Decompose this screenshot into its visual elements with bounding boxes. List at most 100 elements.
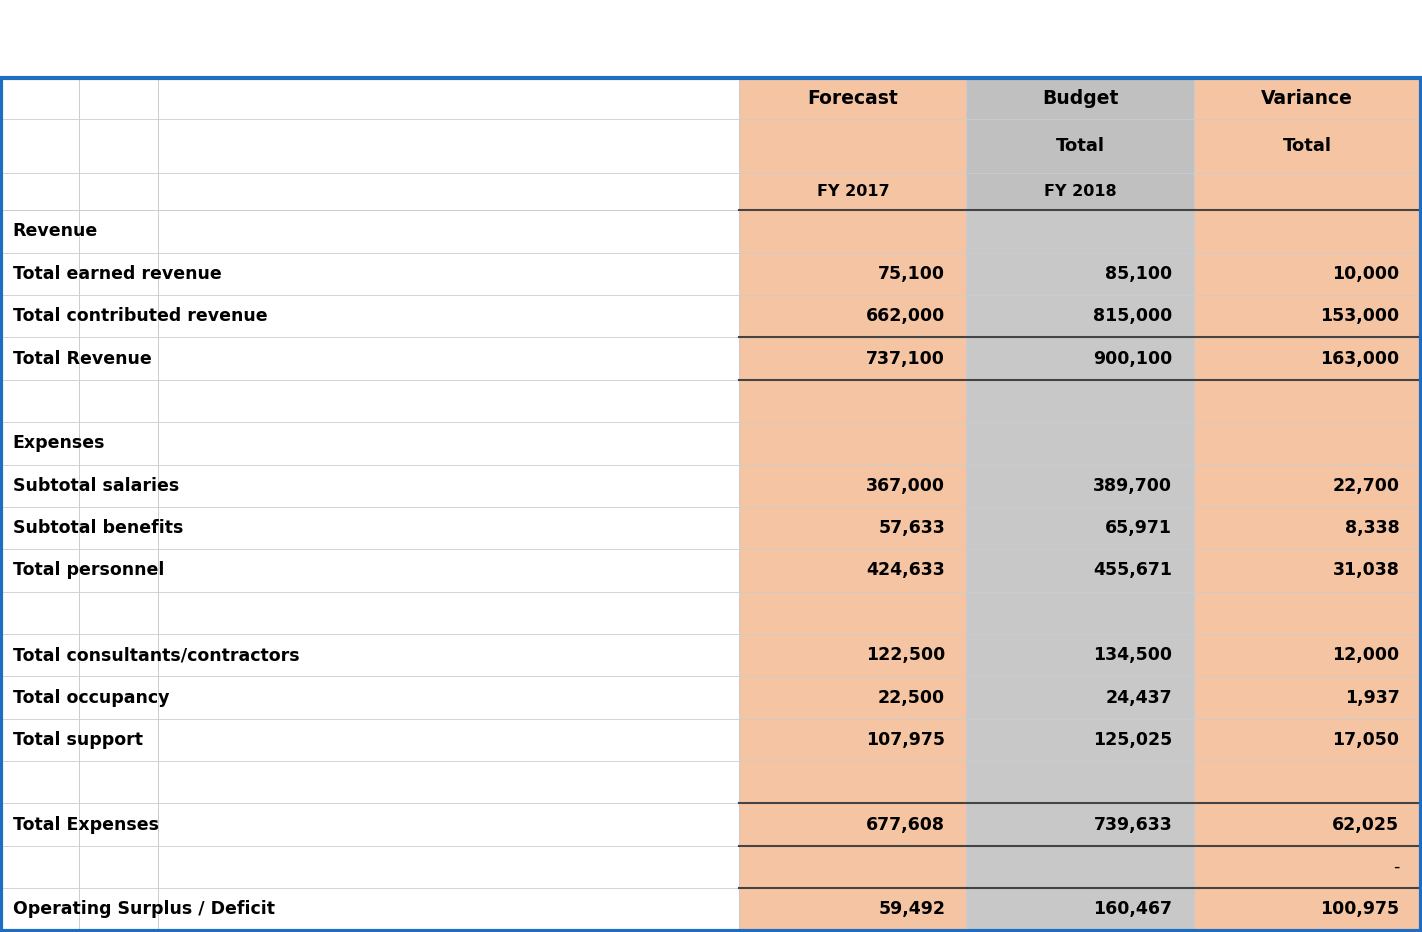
Bar xyxy=(1,888,739,931)
Bar xyxy=(739,549,967,592)
Text: Total contributed revenue: Total contributed revenue xyxy=(13,308,267,325)
Bar xyxy=(1193,253,1421,295)
Bar xyxy=(1193,464,1421,507)
Text: Total Expenses: Total Expenses xyxy=(13,816,159,834)
Text: 24,437: 24,437 xyxy=(1106,689,1172,706)
Text: 75,100: 75,100 xyxy=(879,265,946,282)
Bar xyxy=(739,295,967,337)
Bar xyxy=(739,634,967,677)
Text: Total: Total xyxy=(1283,137,1331,155)
Text: Revenue: Revenue xyxy=(13,223,98,240)
Text: 367,000: 367,000 xyxy=(866,476,946,495)
Bar xyxy=(1,0,739,119)
Bar xyxy=(1193,507,1421,549)
Bar xyxy=(739,172,967,211)
Bar xyxy=(1,761,739,803)
Bar xyxy=(739,592,967,634)
Text: 12,000: 12,000 xyxy=(1332,646,1399,665)
Bar xyxy=(967,78,1193,119)
Text: 153,000: 153,000 xyxy=(1320,308,1399,325)
Bar xyxy=(1,337,739,379)
Bar xyxy=(739,253,967,295)
Bar xyxy=(967,253,1193,295)
Bar xyxy=(967,464,1193,507)
Bar xyxy=(1193,634,1421,677)
Bar xyxy=(1193,295,1421,337)
Text: 163,000: 163,000 xyxy=(1320,350,1399,367)
Text: 125,025: 125,025 xyxy=(1094,731,1172,749)
Bar xyxy=(739,761,967,803)
Bar xyxy=(1,634,739,677)
Bar xyxy=(967,337,1193,379)
Text: Total support: Total support xyxy=(13,731,142,749)
Text: FY 2017: FY 2017 xyxy=(816,184,889,199)
Text: Total earned revenue: Total earned revenue xyxy=(13,265,222,282)
Text: 134,500: 134,500 xyxy=(1094,646,1172,665)
Bar xyxy=(739,119,967,172)
Text: 737,100: 737,100 xyxy=(866,350,946,367)
Text: 424,633: 424,633 xyxy=(866,561,946,580)
Bar xyxy=(1,592,739,634)
Bar xyxy=(967,422,1193,464)
Text: 10,000: 10,000 xyxy=(1332,265,1399,282)
Bar xyxy=(1,549,739,592)
Bar xyxy=(967,677,1193,719)
Bar xyxy=(1,846,739,888)
Bar xyxy=(1193,422,1421,464)
Text: 59,492: 59,492 xyxy=(879,900,946,918)
Text: 900,100: 900,100 xyxy=(1094,350,1172,367)
Bar xyxy=(1193,719,1421,761)
Text: 739,633: 739,633 xyxy=(1094,816,1172,834)
Bar xyxy=(739,464,967,507)
Bar xyxy=(967,507,1193,549)
Bar xyxy=(739,846,967,888)
Text: Budget: Budget xyxy=(1042,89,1118,108)
Text: Subtotal salaries: Subtotal salaries xyxy=(13,476,179,495)
Bar xyxy=(967,172,1193,211)
Text: Total: Total xyxy=(1055,137,1105,155)
Bar xyxy=(1,677,739,719)
Text: Operating Surplus / Deficit: Operating Surplus / Deficit xyxy=(13,900,274,918)
Text: 8,338: 8,338 xyxy=(1345,519,1399,537)
Bar xyxy=(967,803,1193,846)
Text: -: - xyxy=(1394,858,1399,876)
Bar xyxy=(967,295,1193,337)
Bar xyxy=(739,507,967,549)
Text: 22,500: 22,500 xyxy=(877,689,946,706)
Text: Total occupancy: Total occupancy xyxy=(13,689,169,706)
Text: 107,975: 107,975 xyxy=(866,731,946,749)
Text: 677,608: 677,608 xyxy=(866,816,946,834)
Bar xyxy=(1,253,739,295)
Bar xyxy=(1193,549,1421,592)
Text: 57,633: 57,633 xyxy=(879,519,946,537)
Bar xyxy=(1193,846,1421,888)
Bar xyxy=(739,888,967,931)
Text: 100,975: 100,975 xyxy=(1320,900,1399,918)
Bar xyxy=(739,211,967,253)
Text: Variance: Variance xyxy=(1261,89,1352,108)
Text: 160,467: 160,467 xyxy=(1094,900,1172,918)
Text: Total consultants/contractors: Total consultants/contractors xyxy=(13,646,300,665)
Bar xyxy=(1193,761,1421,803)
Bar xyxy=(1193,888,1421,931)
Bar xyxy=(967,211,1193,253)
Bar xyxy=(1,464,739,507)
Bar xyxy=(739,78,967,119)
Text: 455,671: 455,671 xyxy=(1094,561,1172,580)
Bar xyxy=(967,761,1193,803)
Text: Expenses: Expenses xyxy=(13,434,105,452)
Bar xyxy=(1,803,739,846)
Bar xyxy=(967,719,1193,761)
Text: Forecast: Forecast xyxy=(808,89,899,108)
Text: 122,500: 122,500 xyxy=(866,646,946,665)
Bar xyxy=(739,422,967,464)
Bar xyxy=(1,507,739,549)
Bar xyxy=(967,592,1193,634)
Text: 65,971: 65,971 xyxy=(1105,519,1172,537)
Bar xyxy=(1,719,739,761)
Bar xyxy=(1193,592,1421,634)
Text: 31,038: 31,038 xyxy=(1332,561,1399,580)
Bar xyxy=(739,379,967,422)
Bar xyxy=(739,337,967,379)
Bar xyxy=(739,803,967,846)
